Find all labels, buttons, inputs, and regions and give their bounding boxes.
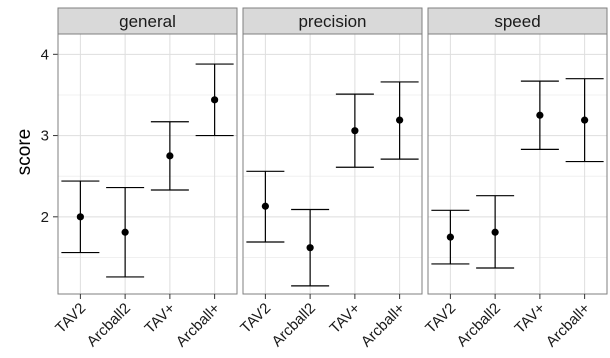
x-tick-label: Arcball2 xyxy=(269,300,319,350)
y-tick-label: 3 xyxy=(41,128,49,145)
x-tick-label: Arcball2 xyxy=(454,300,504,350)
data-point xyxy=(261,202,269,210)
errorbar-speed-TAV+ xyxy=(520,80,559,150)
errorbar-general-TAV+ xyxy=(150,121,189,191)
x-tick-label: TAV+ xyxy=(141,300,178,337)
strip-background xyxy=(242,7,423,35)
x-tick-label: Arcball+ xyxy=(173,300,224,351)
data-point xyxy=(76,213,84,221)
errorbar-speed-Arcball2 xyxy=(476,195,515,269)
panel-border xyxy=(242,33,423,295)
data-point xyxy=(351,127,359,135)
panel-border xyxy=(57,33,238,295)
x-tick-label: Arcball2 xyxy=(84,300,134,350)
y-tick-label: 2 xyxy=(41,209,49,226)
data-point xyxy=(536,111,544,119)
strip-label-precision: precision xyxy=(298,12,366,31)
errorbar-general-Arcball2 xyxy=(106,186,145,278)
errorbar-precision-TAV+ xyxy=(335,93,374,168)
strip-label-general: general xyxy=(119,12,176,31)
y-axis-title: score xyxy=(14,129,35,175)
x-tick-label: Arcball+ xyxy=(358,300,409,351)
x-tick-label: TAV+ xyxy=(326,300,363,337)
errorbar-precision-Arcball+ xyxy=(380,81,419,160)
errorbar-general-Arcball+ xyxy=(195,63,234,137)
x-tick-label: TAV+ xyxy=(511,300,548,337)
plot-background xyxy=(428,34,607,294)
y-tick-label: 4 xyxy=(41,46,49,63)
data-point xyxy=(581,116,589,124)
errorbar-precision-Arcball2 xyxy=(291,208,330,287)
data-point xyxy=(211,96,219,104)
x-tick-label: TAV2 xyxy=(52,300,89,337)
data-point xyxy=(396,116,404,124)
x-tick-label: TAV2 xyxy=(422,300,459,337)
x-tick-label: Arcball+ xyxy=(543,300,594,351)
strip-background xyxy=(427,7,608,35)
data-point xyxy=(306,244,314,252)
data-point xyxy=(491,228,499,236)
errorbar-speed-Arcball+ xyxy=(565,78,604,163)
plot-background xyxy=(243,34,422,294)
data-point xyxy=(166,152,174,160)
panel-border xyxy=(427,33,608,295)
plot-background xyxy=(58,34,237,294)
data-point xyxy=(446,233,454,241)
strip-background xyxy=(57,7,238,35)
errorbar-general-TAV2 xyxy=(61,180,100,254)
errorbar-precision-TAV2 xyxy=(246,170,285,243)
x-tick-label: TAV2 xyxy=(237,300,274,337)
errorbar-speed-TAV2 xyxy=(431,209,470,265)
data-point xyxy=(121,228,129,236)
strip-label-speed: speed xyxy=(494,12,540,31)
